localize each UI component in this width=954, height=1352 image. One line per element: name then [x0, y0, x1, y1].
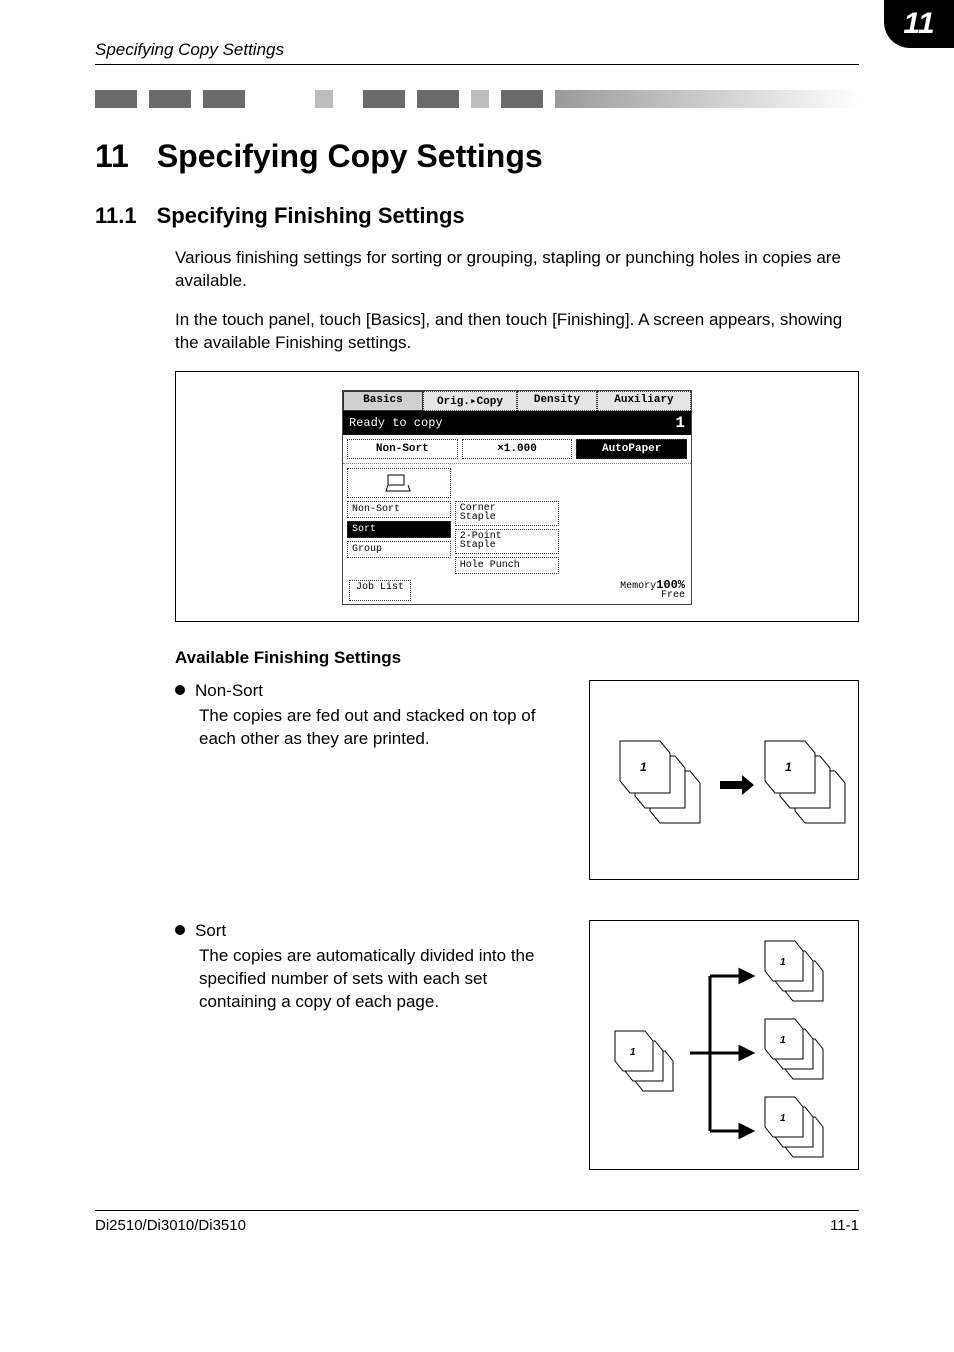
memory-label-1: Memory	[620, 581, 656, 592]
summary-nonsort[interactable]: Non-Sort	[347, 439, 458, 459]
bullet-sort-desc: The copies are automatically divided int…	[199, 945, 569, 1014]
status-text: Ready to copy	[349, 416, 443, 430]
bar-segment	[501, 90, 543, 108]
bar-gradient	[555, 90, 859, 108]
paragraph-1: Various finishing settings for sorting o…	[175, 247, 859, 293]
summary-autopaper[interactable]: AutoPaper	[576, 439, 687, 459]
svg-text:1: 1	[630, 1047, 636, 1058]
touch-panel-main: Non-Sort Sort Group Corner Staple 2-Poin…	[343, 464, 691, 578]
bar-segment	[471, 90, 489, 108]
tab-basics[interactable]: Basics	[343, 391, 423, 411]
chapter-heading-title: Specifying Copy Settings	[157, 138, 543, 174]
option-corner-staple[interactable]: Corner Staple	[455, 501, 559, 526]
touch-panel-status-bar: Ready to copy 1	[343, 411, 691, 435]
summary-zoom[interactable]: ×1.000	[462, 439, 573, 459]
option-2point-staple-label: 2-Point Staple	[460, 531, 502, 552]
bar-segment	[489, 90, 501, 108]
svg-text:1: 1	[780, 957, 786, 968]
finishing-middle-column: Corner Staple 2-Point Staple Hole Punch	[455, 468, 559, 574]
bullet-nonsort-text: Non-Sort The copies are fed out and stac…	[175, 680, 569, 751]
bar-segment	[95, 90, 137, 108]
section-divider-bar	[95, 90, 859, 108]
chapter-number: 11	[903, 7, 934, 41]
bar-segment	[543, 90, 555, 108]
available-settings-heading: Available Finishing Settings	[175, 648, 859, 668]
section-heading-title: Specifying Finishing Settings	[157, 203, 465, 228]
option-nonsort[interactable]: Non-Sort	[347, 501, 451, 518]
bullet-nonsort: Non-Sort The copies are fed out and stac…	[175, 680, 859, 880]
option-group[interactable]: Group	[347, 541, 451, 558]
spacer	[563, 468, 688, 574]
svg-text:1: 1	[785, 760, 792, 774]
option-corner-staple-label: Corner Staple	[460, 503, 496, 524]
bullet-nonsort-desc: The copies are fed out and stacked on to…	[199, 705, 569, 751]
bullet-icon	[175, 685, 185, 695]
bar-segment	[459, 90, 471, 108]
bar-segment	[363, 90, 405, 108]
chapter-heading-number: 11	[95, 138, 129, 175]
bar-segment	[245, 90, 315, 108]
svg-text:1: 1	[780, 1035, 786, 1046]
touch-panel-footer: Job List Memory100% Free	[343, 578, 691, 604]
memory-label-2: Free	[661, 590, 685, 601]
section-heading-number: 11.1	[95, 203, 137, 229]
tab-auxiliary[interactable]: Auxiliary	[597, 391, 691, 411]
job-list-button[interactable]: Job List	[349, 580, 411, 601]
touch-panel: Basics Orig.▸Copy Density Auxiliary Read…	[342, 390, 692, 605]
option-2point-staple[interactable]: 2-Point Staple	[455, 529, 559, 554]
copy-count: 1	[675, 414, 685, 432]
touch-panel-tabs: Basics Orig.▸Copy Density Auxiliary	[343, 391, 691, 411]
finishing-left-column: Non-Sort Sort Group	[347, 468, 451, 574]
running-head: Specifying Copy Settings	[95, 40, 284, 60]
section-heading: 11.1 Specifying Finishing Settings	[95, 203, 859, 229]
svg-text:1: 1	[780, 1113, 786, 1124]
bar-segment	[417, 90, 459, 108]
bar-segment	[137, 90, 149, 108]
bar-segment	[333, 90, 363, 108]
svg-text:1: 1	[640, 760, 647, 774]
page-footer: Di2510/Di3010/Di3510 11-1	[95, 1210, 859, 1234]
bar-segment	[191, 90, 203, 108]
bar-segment	[405, 90, 417, 108]
touch-panel-summary-row: Non-Sort ×1.000 AutoPaper	[343, 435, 691, 464]
option-hole-punch[interactable]: Hole Punch	[455, 557, 559, 574]
nonsort-diagram: 3 2 1 3 2 1	[589, 680, 859, 880]
page-header: Specifying Copy Settings	[95, 40, 859, 65]
bar-segment	[315, 90, 333, 108]
spacer	[455, 468, 559, 498]
bullet-nonsort-label: Non-Sort	[195, 681, 263, 700]
bullet-sort: Sort The copies are automatically divide…	[175, 920, 859, 1170]
tab-orig-copy[interactable]: Orig.▸Copy	[423, 391, 517, 411]
bullet-sort-label: Sort	[195, 921, 226, 940]
tab-density[interactable]: Density	[517, 391, 597, 411]
bar-segment	[149, 90, 191, 108]
tray-icon	[347, 468, 451, 498]
footer-page-number: 11-1	[830, 1217, 859, 1234]
touch-panel-figure: Basics Orig.▸Copy Density Auxiliary Read…	[175, 371, 859, 622]
paragraph-2: In the touch panel, touch [Basics], and …	[175, 309, 859, 355]
footer-model: Di2510/Di3010/Di3510	[95, 1217, 246, 1234]
bullet-icon	[175, 925, 185, 935]
chapter-number-tab: 11	[884, 0, 954, 48]
bullet-sort-text: Sort The copies are automatically divide…	[175, 920, 569, 1014]
bar-segment	[203, 90, 245, 108]
option-sort[interactable]: Sort	[347, 521, 451, 538]
memory-indicator: Memory100% Free	[620, 580, 685, 601]
chapter-heading: 11 Specifying Copy Settings	[95, 138, 859, 175]
sort-diagram: 3 2 1 3	[589, 920, 859, 1170]
